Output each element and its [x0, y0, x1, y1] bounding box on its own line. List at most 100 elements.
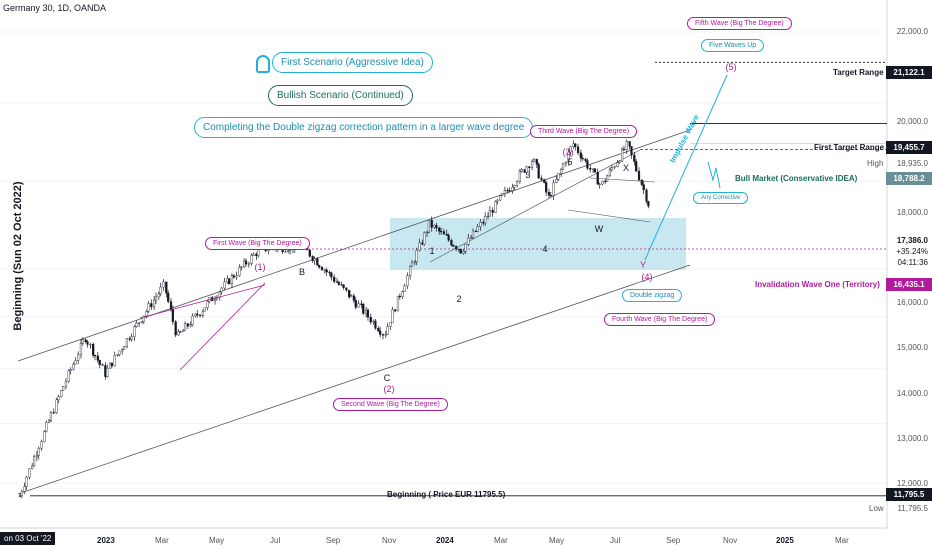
candle-body: [435, 225, 438, 229]
candle-body: [442, 231, 446, 235]
second-wave-box: Second Wave (Big The Degree): [333, 398, 448, 411]
candle-body: [635, 161, 638, 172]
candle-body: [474, 230, 477, 232]
candle-body: [496, 199, 499, 202]
candle-body: [386, 326, 389, 335]
price-tick: 22,000.0: [896, 27, 928, 36]
candle-body: [545, 182, 548, 193]
candle-body: [381, 334, 385, 336]
candle-body: [28, 468, 31, 478]
candle-body: [621, 148, 624, 162]
candle-body: [601, 180, 604, 185]
candle-body: [500, 193, 504, 196]
candle-body: [384, 334, 387, 336]
price-tick: 18,000.0: [896, 208, 928, 217]
candle-body: [364, 309, 368, 314]
wave-label: C: [384, 373, 391, 383]
fourth-wave-box: Fourth Wave (Big The Degree): [604, 313, 716, 326]
candle-body: [447, 235, 450, 241]
wave-line: [589, 177, 656, 183]
candle-body: [547, 192, 551, 196]
candle-body: [561, 163, 565, 170]
candle-body: [60, 390, 63, 397]
candle-body: [81, 339, 84, 344]
candle-body: [457, 248, 461, 251]
candle-body: [423, 232, 426, 245]
candle-body: [511, 187, 514, 191]
wave-labels: (1) (2) (3) (4) (5) 1 2 3 4 5 B C X W Y: [255, 62, 737, 394]
candle-body: [557, 172, 560, 180]
candle-body: [140, 321, 144, 323]
candle-body: [413, 261, 416, 264]
candle-body: [398, 295, 401, 298]
candle-body: [581, 157, 584, 160]
invalidation-price-tag: 16,435.1: [886, 278, 932, 291]
candle-body: [101, 364, 104, 366]
third-wave-box: Third Wave (Big The Degree): [530, 125, 638, 138]
candle-body: [401, 291, 404, 298]
candle-body: [389, 322, 392, 327]
candle-body: [135, 322, 138, 327]
candle-body: [325, 269, 328, 273]
wave-line: [139, 284, 266, 319]
wave-label: 2: [456, 294, 461, 304]
symbol-title: Germany 30, 1D, OANDA: [3, 3, 107, 13]
candle-body: [213, 298, 217, 302]
candle-body: [133, 326, 136, 337]
candle-body: [250, 255, 253, 264]
price-channel: [17, 129, 691, 495]
candle-body: [459, 249, 462, 254]
time-label: 2024: [436, 536, 454, 545]
candle-body: [43, 431, 46, 442]
time-label: Nov: [382, 536, 397, 545]
candle-body: [328, 271, 331, 274]
candle-body: [543, 179, 546, 183]
candle-body: [189, 324, 192, 327]
candle-body: [150, 303, 153, 308]
candle-body: [569, 146, 572, 153]
candle-body: [159, 286, 162, 295]
candle-body: [162, 281, 165, 288]
candle-body: [228, 278, 231, 285]
candle-body: [535, 158, 538, 165]
candle-body: [223, 281, 226, 289]
target-range-label: Target Range: [833, 68, 884, 77]
candle-body: [154, 296, 158, 301]
wave-label: B: [299, 267, 305, 277]
candle-body: [430, 220, 433, 228]
candle-body: [484, 215, 487, 224]
candle-body: [445, 233, 448, 236]
price-tick: 12,000.0: [896, 479, 928, 488]
candle-body: [427, 220, 431, 233]
candle-body: [532, 158, 536, 162]
channel-lower: [17, 264, 691, 495]
time-label: Mar: [155, 536, 169, 545]
beginning-price-label: Beginning ( Price EUR 11795.5): [387, 490, 506, 499]
candle-body: [470, 237, 473, 239]
high-label: High: [867, 159, 884, 168]
corrective-zigzag: [707, 161, 721, 189]
candle-body: [604, 180, 607, 183]
candle-body: [183, 323, 187, 331]
candle-body: [647, 201, 650, 207]
time-label: May: [209, 536, 225, 545]
candle-body: [471, 230, 475, 239]
candle-body: [35, 454, 38, 458]
candle-body: [491, 210, 494, 213]
candle-body: [84, 339, 87, 342]
candle-body: [425, 231, 429, 234]
candle-body: [123, 346, 126, 350]
candle-body: [549, 195, 552, 197]
lightbulb-icon: [256, 55, 270, 73]
candle-body: [530, 161, 534, 168]
candle-body: [374, 320, 377, 329]
impulse-arrow: [644, 74, 728, 261]
time-label: May: [549, 536, 565, 545]
candle-body: [96, 355, 99, 361]
candle-body: [357, 303, 360, 308]
first-wave-box: First Wave (Big The Degree): [205, 237, 310, 250]
candle-body: [86, 341, 89, 345]
wave-label: 3: [525, 170, 530, 180]
candle-body: [45, 422, 48, 432]
